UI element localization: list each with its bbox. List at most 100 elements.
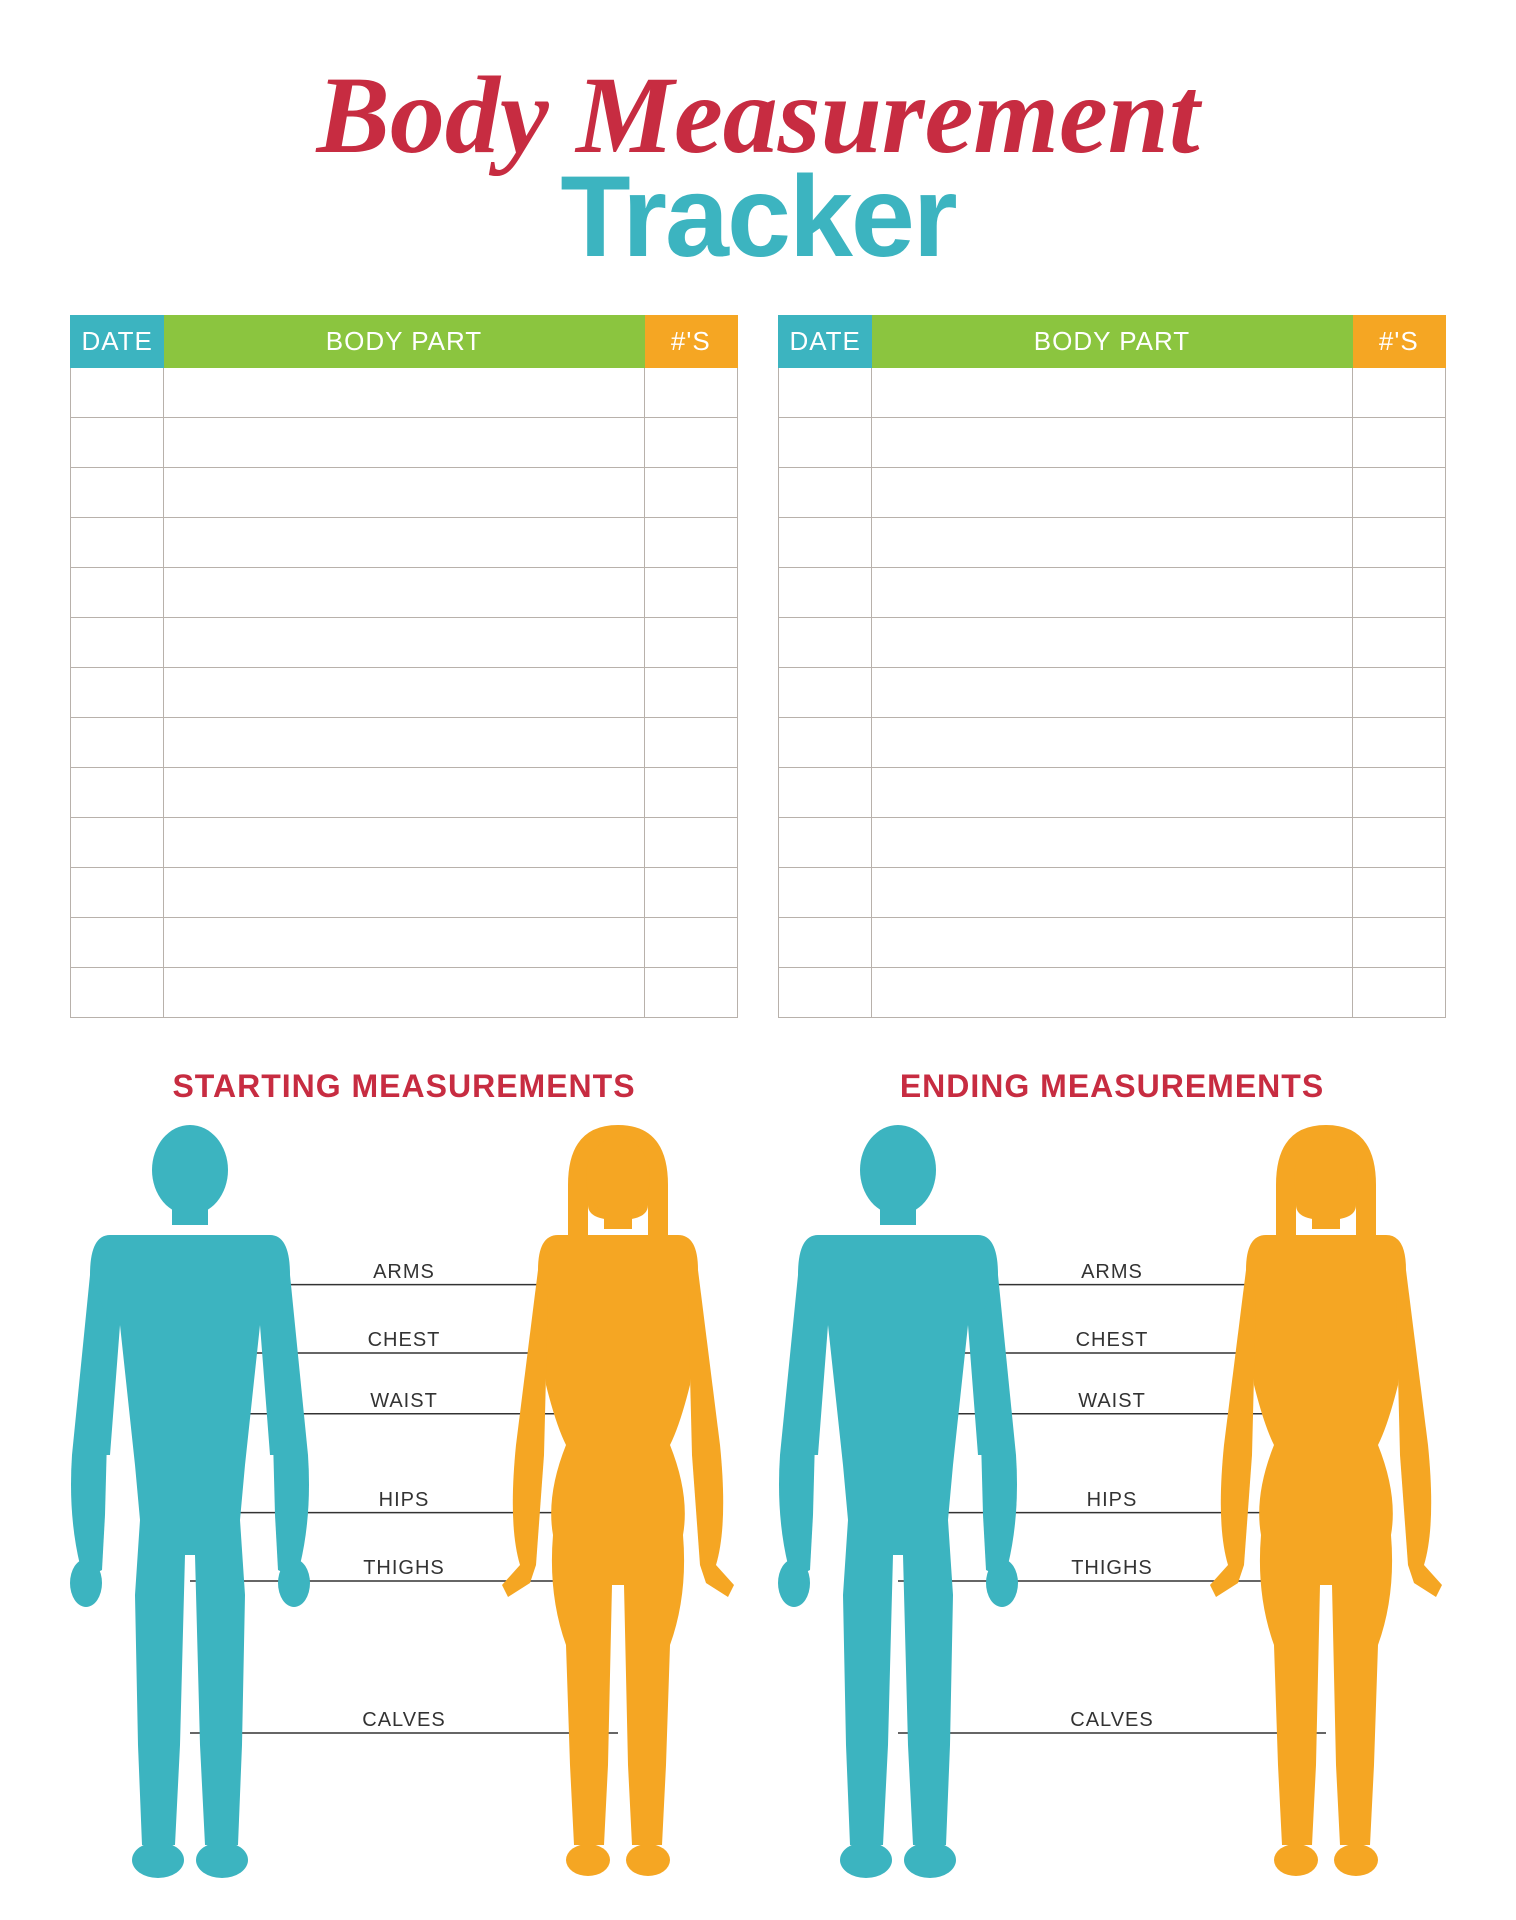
table-cell[interactable]: [71, 468, 164, 518]
table-cell[interactable]: [71, 868, 164, 918]
table-row: [779, 418, 1446, 468]
table-cell[interactable]: [1352, 718, 1445, 768]
table-cell[interactable]: [644, 768, 737, 818]
table-cell[interactable]: [164, 968, 644, 1018]
table-cell[interactable]: [872, 718, 1352, 768]
table-cell[interactable]: [164, 918, 644, 968]
table-cell[interactable]: [872, 418, 1352, 468]
track-tbody-left: [71, 368, 738, 1018]
table-cell[interactable]: [872, 368, 1352, 418]
table-row: [779, 818, 1446, 868]
table-cell[interactable]: [71, 718, 164, 768]
table-cell[interactable]: [644, 718, 737, 768]
table-cell[interactable]: [71, 918, 164, 968]
table-cell[interactable]: [872, 468, 1352, 518]
ending-heading: ENDING MEASUREMENTS: [778, 1068, 1446, 1105]
table-row: [71, 968, 738, 1018]
table-cell[interactable]: [164, 468, 644, 518]
table-cell[interactable]: [164, 368, 644, 418]
table-cell[interactable]: [71, 618, 164, 668]
table-cell[interactable]: [164, 718, 644, 768]
table-cell[interactable]: [779, 718, 872, 768]
table-cell[interactable]: [779, 768, 872, 818]
table-cell[interactable]: [872, 618, 1352, 668]
table-row: [779, 718, 1446, 768]
table-cell[interactable]: [779, 518, 872, 568]
table-cell[interactable]: [644, 468, 737, 518]
table-cell[interactable]: [872, 918, 1352, 968]
table-cell[interactable]: [71, 768, 164, 818]
table-row: [71, 518, 738, 568]
table-cell[interactable]: [71, 818, 164, 868]
track-table-right: DATE BODY PART #'S: [778, 315, 1446, 1018]
track-table-left: DATE BODY PART #'S: [70, 315, 738, 1018]
table-cell[interactable]: [644, 368, 737, 418]
table-cell[interactable]: [644, 568, 737, 618]
table-cell[interactable]: [779, 568, 872, 618]
table-cell[interactable]: [779, 368, 872, 418]
table-cell[interactable]: [644, 668, 737, 718]
table-cell[interactable]: [71, 968, 164, 1018]
table-cell[interactable]: [1352, 468, 1445, 518]
table-cell[interactable]: [644, 918, 737, 968]
table-row: [71, 818, 738, 868]
table-cell[interactable]: [1352, 368, 1445, 418]
table-cell[interactable]: [71, 418, 164, 468]
th-numbers: #'S: [1352, 316, 1445, 368]
table-cell[interactable]: [644, 518, 737, 568]
table-row: [71, 918, 738, 968]
table-cell[interactable]: [164, 768, 644, 818]
table-cell[interactable]: [164, 818, 644, 868]
table-cell[interactable]: [779, 968, 872, 1018]
table-cell[interactable]: [71, 518, 164, 568]
table-cell[interactable]: [1352, 968, 1445, 1018]
th-numbers: #'S: [644, 316, 737, 368]
table-cell[interactable]: [1352, 868, 1445, 918]
table-cell[interactable]: [71, 568, 164, 618]
table-cell[interactable]: [1352, 818, 1445, 868]
table-cell[interactable]: [1352, 668, 1445, 718]
table-cell[interactable]: [779, 668, 872, 718]
table-cell[interactable]: [164, 518, 644, 568]
table-cell[interactable]: [872, 868, 1352, 918]
th-body-part: BODY PART: [164, 316, 644, 368]
table-cell[interactable]: [164, 668, 644, 718]
table-cell[interactable]: [164, 868, 644, 918]
table-cell[interactable]: [872, 518, 1352, 568]
table-cell[interactable]: [644, 868, 737, 918]
table-row: [779, 468, 1446, 518]
table-cell[interactable]: [779, 918, 872, 968]
ending-panel: ENDING MEASUREMENTS ARMSCHESTWAISTHIPSTH…: [778, 1068, 1446, 1885]
table-cell[interactable]: [1352, 918, 1445, 968]
table-cell[interactable]: [1352, 518, 1445, 568]
table-cell[interactable]: [779, 818, 872, 868]
table-cell[interactable]: [644, 818, 737, 868]
table-cell[interactable]: [872, 818, 1352, 868]
table-cell[interactable]: [779, 868, 872, 918]
table-cell[interactable]: [1352, 618, 1445, 668]
table-cell[interactable]: [1352, 418, 1445, 468]
table-cell[interactable]: [1352, 568, 1445, 618]
table-cell[interactable]: [644, 418, 737, 468]
table-cell[interactable]: [779, 618, 872, 668]
table-cell[interactable]: [779, 468, 872, 518]
table-cell[interactable]: [71, 368, 164, 418]
table-cell[interactable]: [872, 568, 1352, 618]
table-cell[interactable]: [164, 568, 644, 618]
table-cell[interactable]: [644, 618, 737, 668]
table-cell[interactable]: [872, 968, 1352, 1018]
table-row: [779, 768, 1446, 818]
table-row: [779, 668, 1446, 718]
table-cell[interactable]: [872, 668, 1352, 718]
table-row: [71, 368, 738, 418]
table-row: [779, 618, 1446, 668]
measurements-row: STARTING MEASUREMENTS ARMSCHESTWAISTHIPS…: [70, 1068, 1446, 1885]
table-cell[interactable]: [164, 618, 644, 668]
starting-figures: ARMSCHESTWAISTHIPSTHIGHSCALVES: [70, 1125, 738, 1885]
table-cell[interactable]: [1352, 768, 1445, 818]
table-cell[interactable]: [71, 668, 164, 718]
table-cell[interactable]: [779, 418, 872, 468]
table-cell[interactable]: [644, 968, 737, 1018]
table-cell[interactable]: [872, 768, 1352, 818]
table-cell[interactable]: [164, 418, 644, 468]
